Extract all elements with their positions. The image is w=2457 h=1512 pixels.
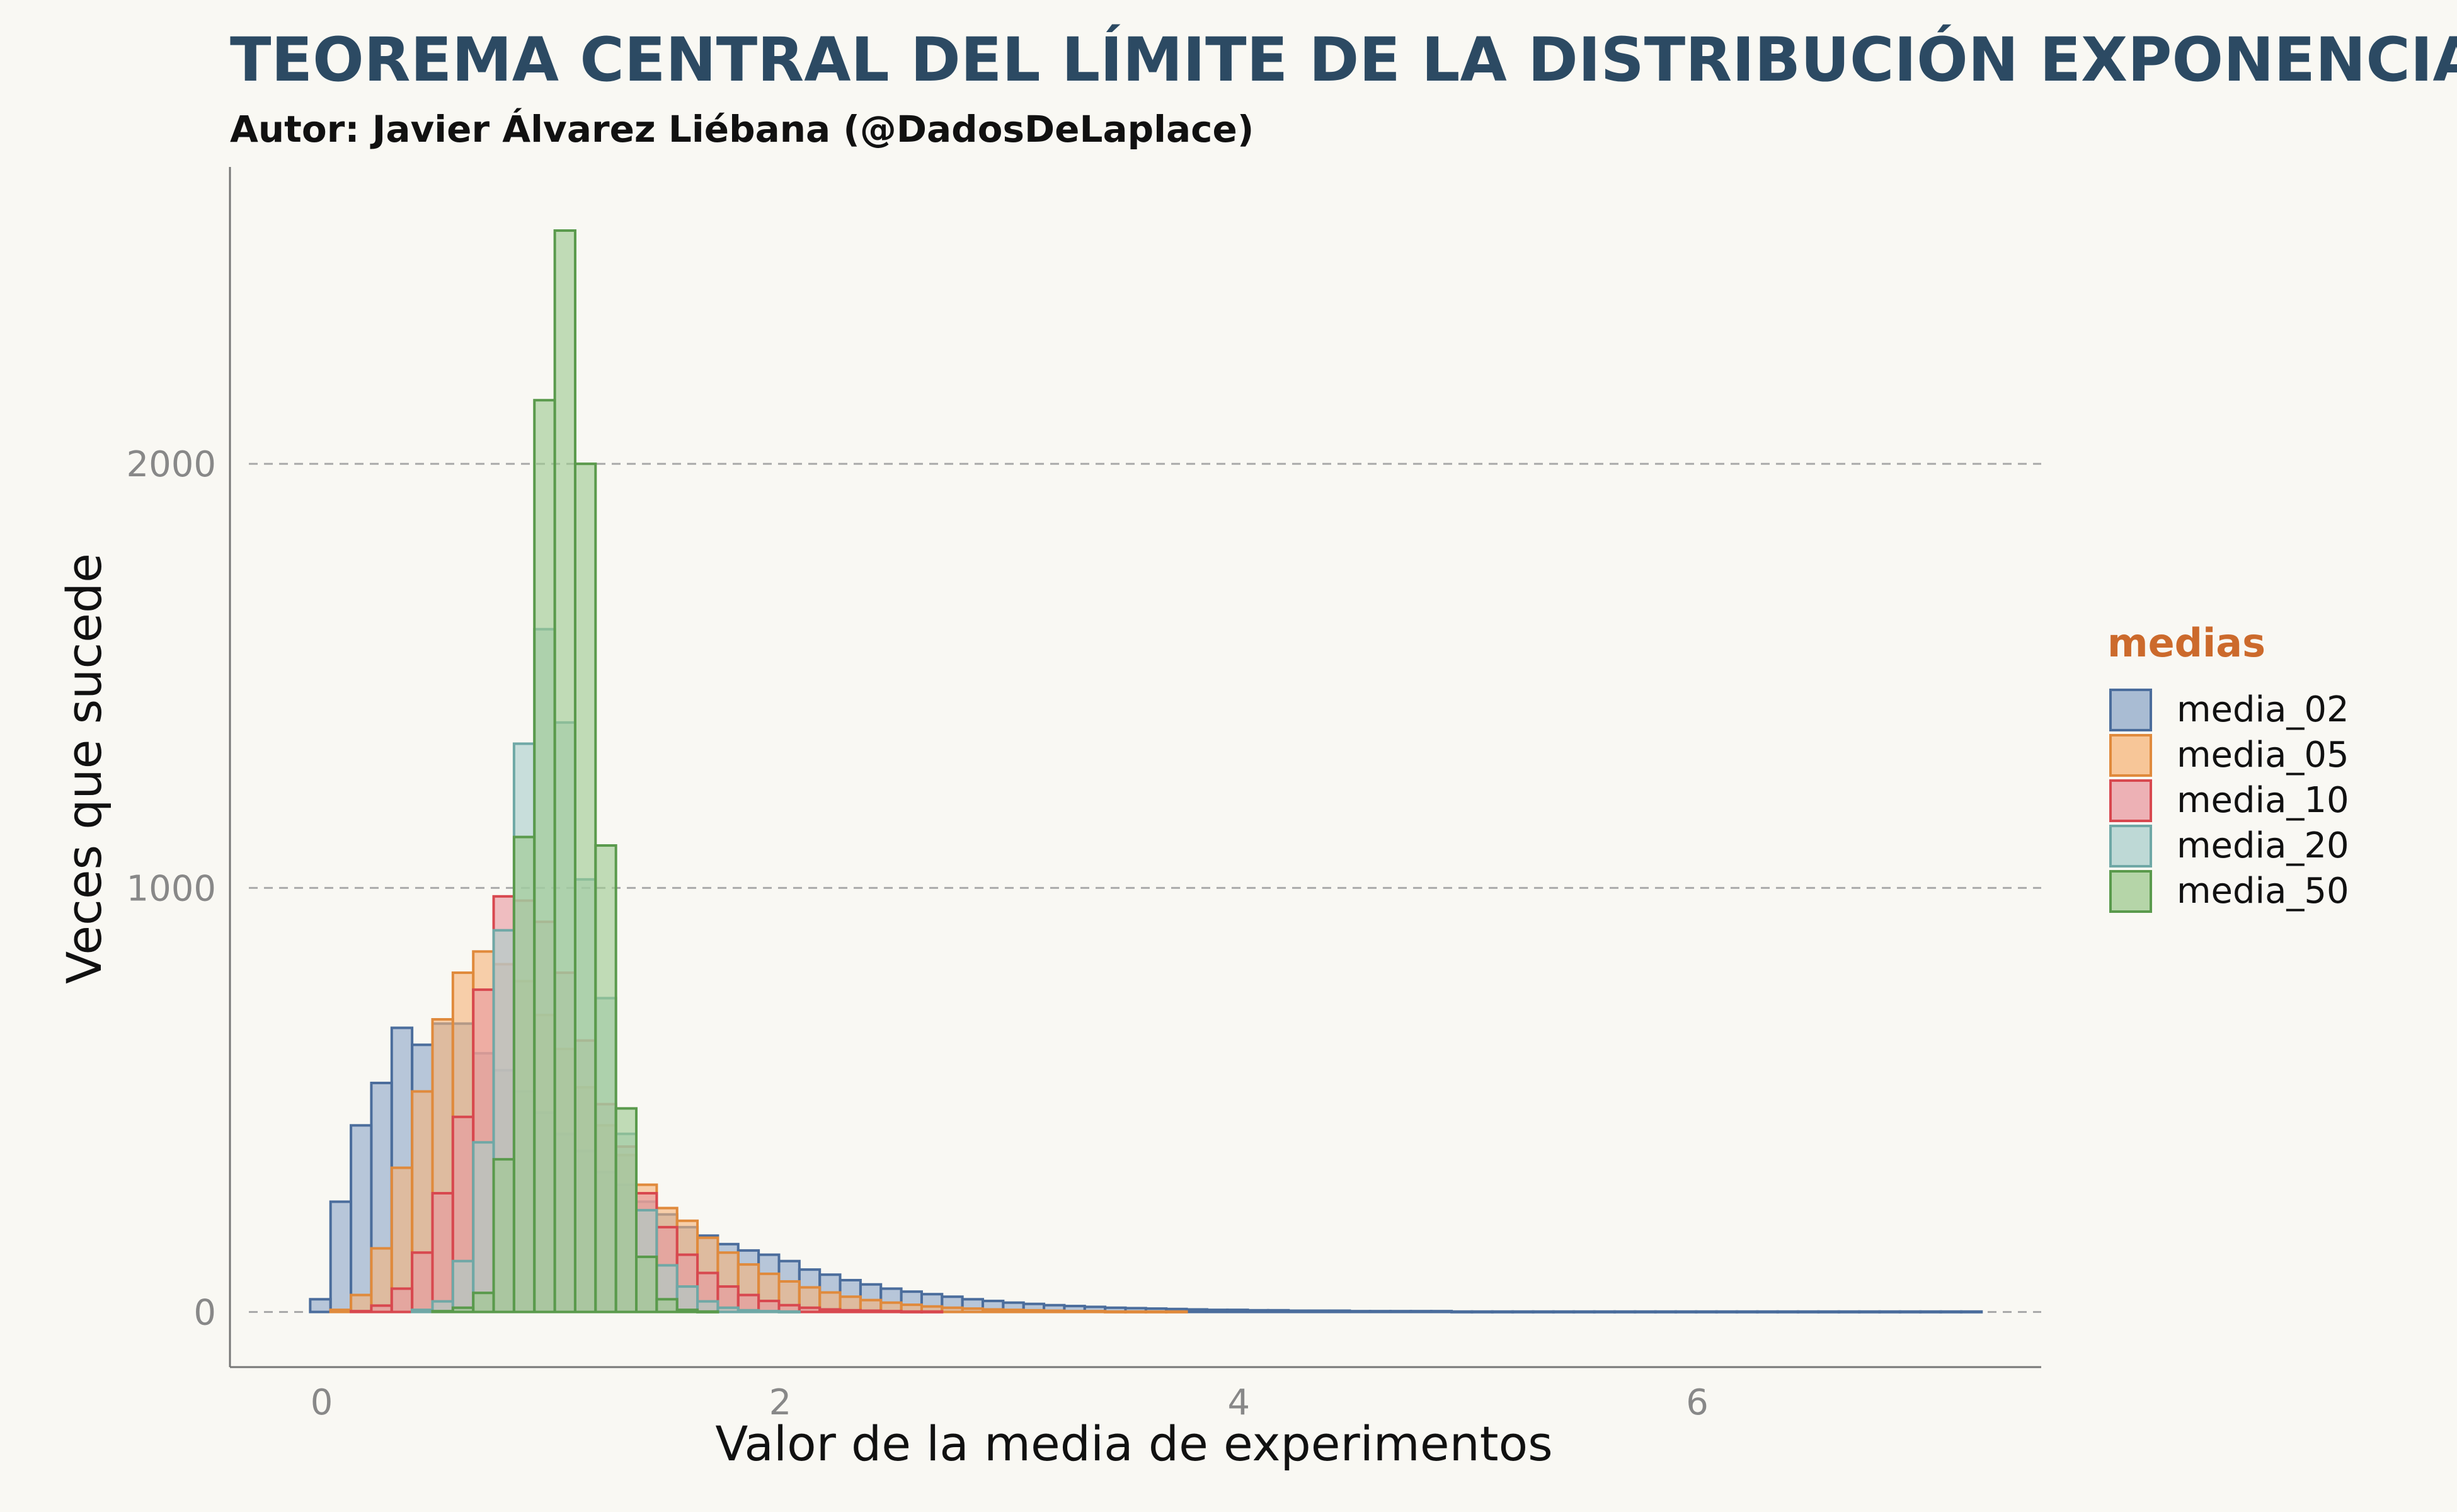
x-tick-label: 2 [769,1382,792,1423]
bar-media_02 [1389,1310,1412,1314]
bar-media_10 [431,1192,454,1314]
bar-media_50 [655,1298,679,1314]
bar-media_02 [1205,1309,1229,1314]
x-tick-label: 0 [311,1382,333,1423]
chart-title: TEOREMA CENTRAL DEL LÍMITE DE LA DISTRIB… [230,24,2457,95]
bar-media_02 [1307,1309,1331,1314]
bar-media_50 [675,1309,699,1314]
bar-media_05 [941,1306,964,1314]
bar-media_05 [1083,1310,1107,1314]
bar-media_02 [350,1124,373,1314]
y-tick-label: 0 [193,1292,216,1333]
bar-media_10 [370,1304,393,1314]
y-tick-label: 1000 [126,868,216,909]
bar-media_02 [1328,1309,1351,1314]
bar-media_05 [961,1307,985,1314]
bar-media_50 [594,844,617,1314]
bar-media_50 [472,1292,495,1314]
bar-media_10 [350,1310,373,1314]
axes [229,167,2041,1368]
bar-media_02 [1348,1310,1372,1314]
bar-media_02 [1266,1309,1290,1314]
legend-title: medias [2107,620,2265,666]
bar-media_20 [472,1141,495,1314]
x-tick-label: 4 [1227,1382,1250,1423]
bar-media_02 [329,1200,353,1314]
bar-media_05 [329,1309,353,1314]
bar-media_10 [859,1309,883,1314]
bar-media_50 [431,1310,454,1314]
bar-media_20 [675,1285,699,1314]
bar-media_20 [716,1306,740,1314]
bar-media_10 [411,1251,434,1314]
chart-subtitle: Autor: Javier Álvarez Liébana (@DadosDeL… [230,107,1254,151]
series-media_50 [431,229,719,1314]
bar-media_10 [390,1287,414,1314]
bar-media_50 [614,1107,638,1314]
bar-media_02 [1185,1308,1208,1314]
bar-media_20 [757,1310,781,1314]
bar-media_50 [451,1306,475,1314]
bar-media_20 [411,1309,434,1314]
bar-media_05 [350,1293,373,1314]
histogram-bars [309,229,1983,1314]
legend-label-media_10: media_10 [2177,780,2349,821]
legend-label-media_02: media_02 [2177,689,2349,730]
x-axis-title: Valor de la media de experimentos [715,1416,1552,1472]
y-axis-title: Veces que sucede [56,553,112,984]
y-tick-label: 2000 [126,444,216,485]
bar-media_02 [1368,1310,1392,1314]
legend-swatch-media_20 [2109,825,2152,868]
bar-media_05 [982,1308,1005,1314]
legend-swatch-media_05 [2109,734,2152,777]
bar-media_20 [451,1259,475,1314]
bar-media_05 [1063,1310,1086,1314]
bar-media_02 [1287,1309,1310,1314]
bar-media_02 [309,1298,332,1314]
bar-media_50 [553,229,576,1314]
legend-label-media_20: media_20 [2177,825,2349,866]
bar-media_50 [573,462,597,1314]
legend: medias media_02 media_05media_10media_20m… [2107,620,2349,913]
legend-swatch-media_02 [2109,689,2152,731]
bar-media_50 [512,835,536,1314]
bar-media_05 [1022,1309,1046,1314]
bar-media_10 [798,1306,822,1314]
bar-media_05 [370,1247,393,1314]
bar-media_02 [1409,1310,1433,1314]
legend-swatch-media_50 [2109,870,2152,913]
bar-media_05 [1002,1309,1025,1314]
bar-media_02 [1429,1310,1453,1314]
bar-media_02 [1246,1309,1269,1314]
bar-media_10 [839,1309,862,1314]
bar-media_10 [818,1308,842,1314]
legend-swatch-media_10 [2109,779,2152,822]
bar-media_20 [736,1309,760,1314]
bar-media_50 [635,1255,658,1314]
x-tick-label: 6 [1686,1382,1709,1423]
tick-labels: 0 2 4 6 0 1000 2000 [126,444,1708,1423]
legend-label-media_05: media_05 [2177,735,2349,776]
bar-media_50 [492,1158,515,1314]
legend-label-media_50: media_50 [2177,871,2349,912]
bar-media_10 [879,1310,903,1314]
bar-media_02 [1226,1309,1249,1314]
bar-media_05 [1043,1309,1066,1314]
bar-media_50 [533,399,556,1314]
